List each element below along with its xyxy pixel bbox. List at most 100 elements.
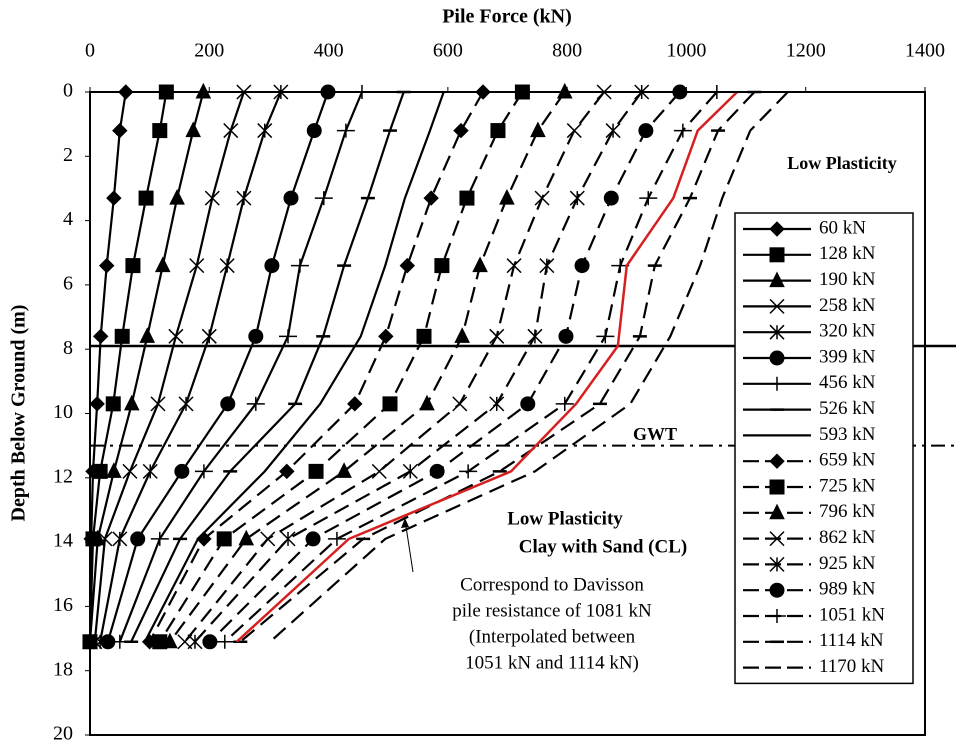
marker bbox=[399, 257, 416, 274]
marker bbox=[327, 531, 346, 546]
marker bbox=[204, 190, 220, 206]
marker bbox=[534, 190, 550, 206]
y-tick-label: 10 bbox=[53, 401, 73, 423]
annotation: Low Plasticity bbox=[507, 508, 623, 529]
legend-label: 399 kN bbox=[819, 346, 876, 367]
y-axis-label: Depth Below Ground (m) bbox=[8, 305, 30, 522]
legend-label: 60 kN bbox=[819, 217, 866, 238]
series bbox=[92, 84, 289, 650]
series-line bbox=[148, 91, 485, 643]
legend-label: 320 kN bbox=[819, 321, 876, 342]
marker bbox=[596, 329, 615, 344]
legend-label: 925 kN bbox=[819, 553, 876, 574]
marker bbox=[539, 258, 555, 274]
marker bbox=[152, 123, 168, 139]
legend-marker bbox=[769, 531, 785, 547]
marker bbox=[123, 394, 140, 411]
x-tick-label: 600 bbox=[433, 40, 463, 62]
callout-arrowhead bbox=[401, 518, 409, 528]
marker bbox=[98, 257, 115, 274]
marker bbox=[520, 396, 536, 412]
marker bbox=[246, 396, 265, 411]
marker bbox=[130, 531, 146, 547]
legend-marker bbox=[769, 298, 785, 314]
x-tick-label: 200 bbox=[194, 40, 224, 62]
legend-label: 258 kN bbox=[819, 295, 876, 316]
marker bbox=[106, 190, 122, 206]
davisson-annotation: (Interpolated between bbox=[469, 626, 636, 647]
marker bbox=[638, 123, 654, 139]
y-tick-label: 20 bbox=[53, 723, 73, 743]
marker bbox=[574, 258, 590, 274]
legend-marker bbox=[768, 609, 786, 623]
marker bbox=[169, 188, 185, 205]
marker bbox=[416, 328, 432, 344]
marker bbox=[93, 328, 109, 345]
legend-marker bbox=[769, 479, 785, 495]
legend-marker bbox=[769, 221, 785, 237]
plot-frame bbox=[89, 91, 926, 736]
marker bbox=[114, 328, 130, 344]
marker bbox=[283, 190, 299, 206]
y-tick-label: 8 bbox=[63, 337, 73, 359]
series bbox=[141, 84, 491, 650]
marker bbox=[189, 258, 205, 274]
marker bbox=[382, 396, 398, 412]
x-tick-label: 800 bbox=[552, 40, 582, 62]
series bbox=[143, 91, 445, 643]
legend-label: 1051 kN bbox=[819, 604, 885, 625]
marker bbox=[336, 462, 352, 478]
y-tick-label: 0 bbox=[63, 80, 73, 102]
marker bbox=[194, 464, 213, 479]
legend-label: 989 kN bbox=[819, 579, 876, 600]
marker bbox=[419, 394, 435, 411]
marker bbox=[434, 258, 450, 274]
y-tick-label: 2 bbox=[63, 144, 73, 166]
marker bbox=[603, 190, 619, 206]
marker bbox=[105, 396, 121, 412]
legend-marker bbox=[769, 271, 785, 288]
marker bbox=[125, 258, 141, 274]
marker bbox=[308, 463, 324, 479]
marker bbox=[89, 529, 106, 546]
marker bbox=[459, 190, 475, 206]
marker bbox=[168, 328, 184, 344]
legend-label: 1170 kN bbox=[819, 656, 885, 677]
marker bbox=[223, 123, 239, 139]
series bbox=[152, 84, 530, 650]
marker bbox=[459, 464, 478, 479]
marker bbox=[279, 463, 295, 480]
series bbox=[233, 90, 762, 644]
legend-marker bbox=[769, 324, 785, 340]
davisson-annotation: pile resistance of 1081 kN bbox=[452, 600, 652, 621]
legend-marker bbox=[769, 453, 785, 469]
x-tick-label: 400 bbox=[314, 40, 344, 62]
marker bbox=[238, 529, 255, 546]
marker bbox=[499, 188, 515, 205]
x-tick-label: 1400 bbox=[905, 40, 945, 62]
marker bbox=[154, 256, 171, 273]
annotation: Low Plasticity bbox=[787, 153, 897, 173]
legend-marker bbox=[769, 503, 785, 520]
marker bbox=[290, 258, 309, 273]
series bbox=[100, 84, 336, 650]
series bbox=[187, 84, 650, 650]
marker bbox=[530, 121, 546, 138]
marker bbox=[306, 123, 322, 139]
davisson-annotation: 1051 kN and 1114 kN) bbox=[465, 652, 639, 673]
legend-label: 593 kN bbox=[819, 424, 876, 445]
marker bbox=[423, 190, 439, 206]
marker bbox=[142, 463, 158, 479]
marker bbox=[202, 634, 218, 650]
legend-label: 659 kN bbox=[819, 450, 876, 471]
legend-marker bbox=[769, 350, 785, 366]
marker bbox=[371, 463, 387, 479]
marker bbox=[555, 396, 574, 411]
marker bbox=[219, 258, 235, 274]
marker bbox=[187, 634, 203, 650]
marker bbox=[248, 328, 264, 344]
marker bbox=[489, 396, 505, 412]
legend-marker bbox=[769, 556, 785, 572]
marker bbox=[112, 122, 128, 139]
